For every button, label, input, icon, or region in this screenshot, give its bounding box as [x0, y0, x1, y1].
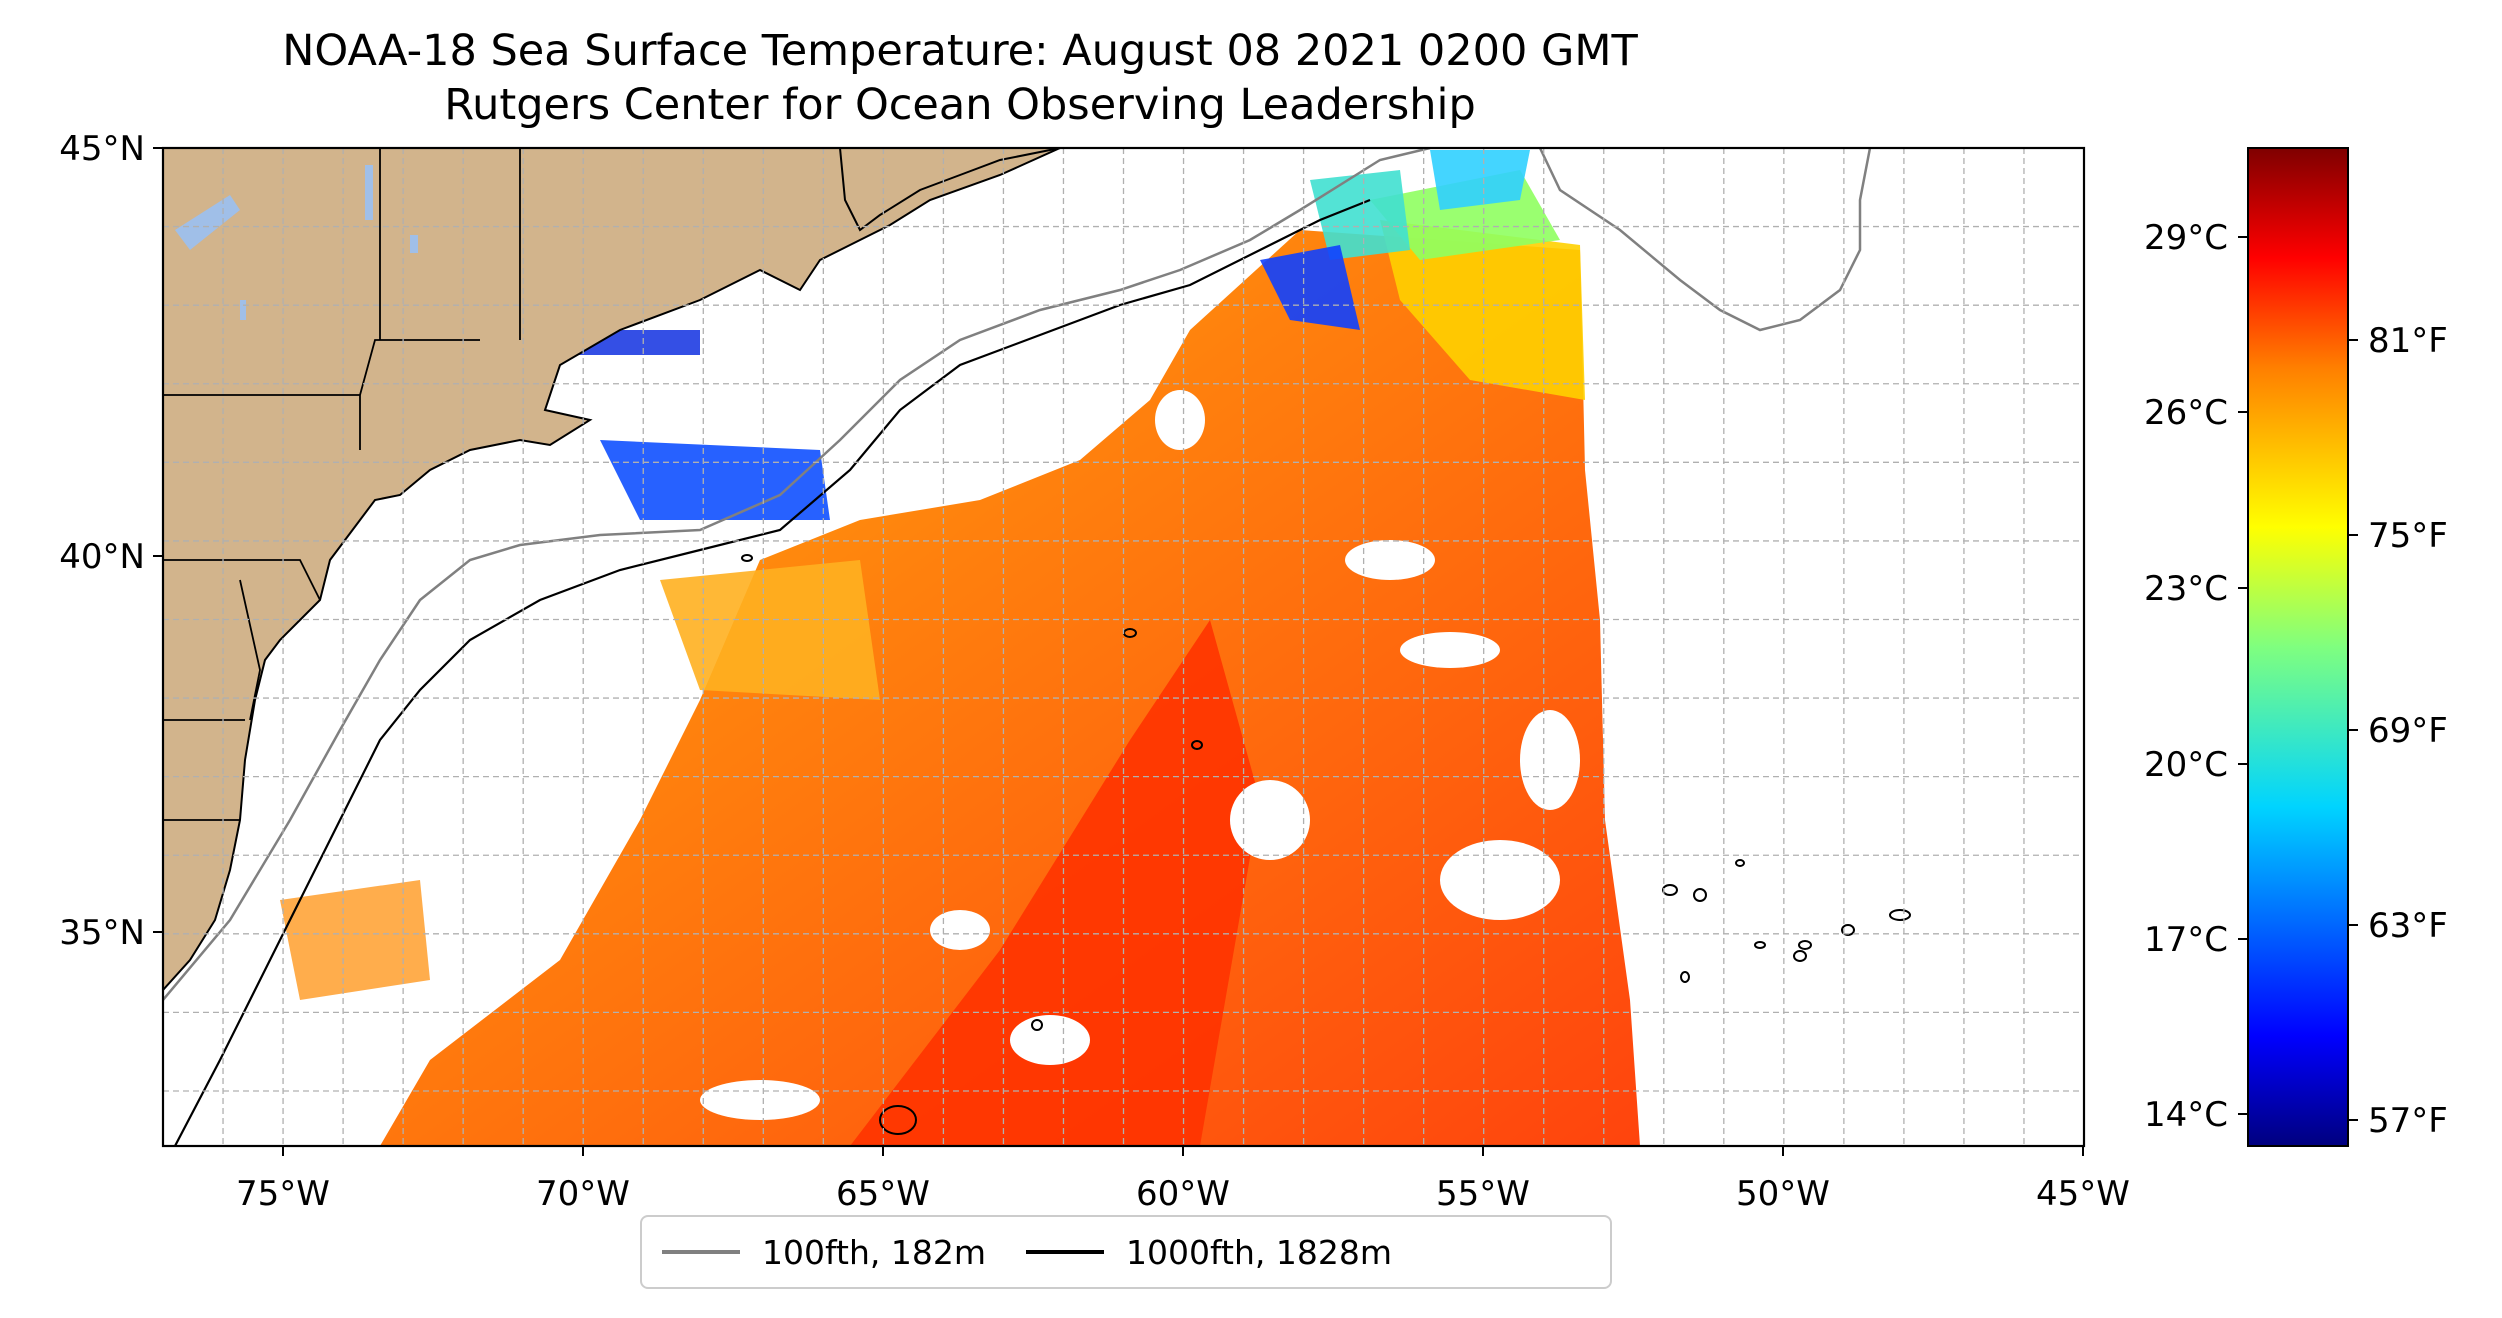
- lat-tick-label: 35°N: [59, 913, 145, 953]
- map-layer: [163, 148, 2084, 1146]
- colorbar: 14°C 17°C 20°C 23°C 26°C 29°C 57°F 63°F …: [2144, 147, 2448, 1147]
- chart-title: NOAA-18 Sea Surface Temperature: August …: [282, 26, 1638, 76]
- colorbar-celsius-axis: 14°C 17°C 20°C 23°C 26°C 29°C: [2144, 218, 2248, 1135]
- lat-tick-label: 45°N: [59, 129, 145, 169]
- land-nova-scotia: [838, 148, 1061, 232]
- colorbar-celsius-label: 26°C: [2144, 393, 2228, 433]
- legend-label: 100fth, 182m: [762, 1232, 986, 1272]
- colorbar-fahrenheit-label: 69°F: [2368, 711, 2448, 751]
- chart-subtitle: Rutgers Center for Ocean Observing Leade…: [444, 80, 1476, 130]
- contour-1000fth: [174, 198, 1371, 1146]
- land-north-america: [163, 148, 1061, 992]
- legend-swatch-black: [1026, 1250, 1104, 1254]
- colorbar-fahrenheit-axis: 57°F 63°F 69°F 75°F 81°F: [2348, 321, 2448, 1141]
- state-borders: [163, 148, 521, 821]
- colorbar-celsius-label: 17°C: [2144, 920, 2228, 960]
- colorbar-celsius-label: 14°C: [2144, 1095, 2228, 1135]
- colorbar-celsius-label: 29°C: [2144, 218, 2228, 258]
- lon-tick-label: 65°W: [836, 1174, 930, 1214]
- lon-tick-label: 55°W: [1436, 1174, 1530, 1214]
- contour-100fth: [163, 148, 1872, 1001]
- colorbar-fahrenheit-label: 81°F: [2368, 321, 2448, 361]
- colorbar-celsius-label: 23°C: [2144, 569, 2228, 609]
- colorbar-fahrenheit-label: 57°F: [2368, 1101, 2448, 1141]
- legend: 100fth, 182m 1000fth, 1828m: [640, 1215, 1612, 1289]
- lat-tick-label: 40°N: [59, 537, 145, 577]
- cloud-gaps: [700, 390, 1580, 1120]
- colorbar-celsius-label: 20°C: [2144, 745, 2228, 785]
- lon-axis: 75°W 70°W 65°W 60°W 55°W 50°W 45°W: [236, 1146, 2130, 1214]
- seamounts: [741, 554, 1911, 1135]
- lon-tick-label: 45°W: [2036, 1174, 2130, 1214]
- legend-item-100fth: 100fth, 182m: [662, 1233, 986, 1272]
- legend-swatch-gray: [662, 1250, 740, 1254]
- colorbar-fahrenheit-label: 63°F: [2368, 906, 2448, 946]
- colorbar-fahrenheit-label: 75°F: [2368, 516, 2448, 556]
- lakes: [175, 165, 418, 320]
- legend-item-1000fth: 1000fth, 1828m: [1026, 1233, 1392, 1272]
- lat-axis: 35°N 40°N 45°N: [59, 129, 163, 953]
- colorbar-gradient: [2247, 147, 2349, 1147]
- map-frame: [161, 146, 2086, 1148]
- lon-tick-label: 70°W: [536, 1174, 630, 1214]
- legend-label: 1000fth, 1828m: [1126, 1232, 1392, 1272]
- gridlines: [163, 148, 2084, 1146]
- lon-tick-label: 75°W: [236, 1174, 330, 1214]
- lon-tick-label: 50°W: [1736, 1174, 1830, 1214]
- lon-tick-label: 60°W: [1136, 1174, 1230, 1214]
